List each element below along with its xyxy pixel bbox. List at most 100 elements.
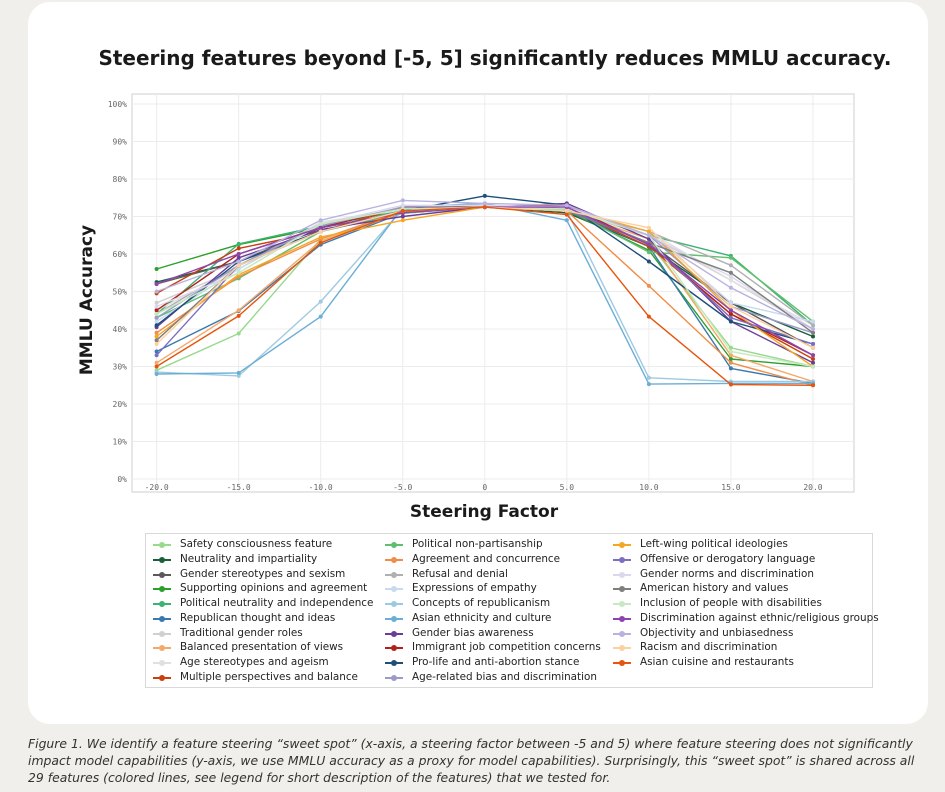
legend-item: Left-wing political ideologies	[613, 537, 788, 551]
x-tick-label: -15.0	[227, 483, 251, 492]
data-point	[236, 267, 241, 271]
data-point	[728, 263, 733, 268]
legend-item: Gender norms and discrimination	[613, 567, 814, 581]
legend-marker	[619, 571, 625, 578]
legend-label: Safety consciousness feature	[180, 538, 333, 550]
legend-label: Discrimination against ethnic/religious …	[640, 611, 879, 624]
data-point	[236, 270, 241, 275]
data-point	[564, 218, 569, 223]
data-point	[646, 229, 651, 234]
legend-label: Immigrant job competition concerns	[412, 641, 601, 654]
legend-label: Multiple perspectives and balance	[180, 670, 358, 683]
data-point	[811, 357, 815, 361]
legend-marker	[391, 542, 397, 548]
data-point	[811, 383, 815, 388]
x-tick-label: -20.0	[145, 483, 169, 492]
data-point	[811, 327, 815, 331]
data-point	[318, 235, 323, 240]
data-point	[646, 259, 651, 264]
legend-marker	[391, 556, 397, 563]
data-point	[236, 241, 241, 246]
legend-label: Asian ethnicity and culture	[412, 611, 552, 624]
data-point	[728, 345, 733, 350]
figure-caption: Figure 1. We identify a feature steering…	[28, 736, 915, 785]
legend-item: Immigrant job competition concerns	[385, 640, 601, 654]
x-axis-label: Steering Factor	[410, 502, 559, 522]
data-point	[646, 242, 651, 247]
legend-marker	[159, 645, 165, 652]
x-tick-label: 10.0	[639, 483, 658, 492]
data-point	[236, 308, 241, 313]
legend-item: Racism and discrimination	[613, 640, 778, 654]
line-chart: 0%10%20%30%40%50%60%70%80%90%100% -20.0-…	[77, 93, 855, 522]
legend-item: American history and values	[613, 581, 788, 595]
legend-marker	[619, 660, 625, 666]
data-point	[318, 225, 323, 230]
legend-item: Political non-partisanship	[385, 537, 543, 551]
y-tick-label: 40%	[113, 325, 128, 334]
data-point	[400, 203, 405, 208]
legend-item: Pro-life and anti-abortion stance	[385, 655, 580, 669]
legend-label: Pro-life and anti-abortion stance	[412, 656, 580, 668]
data-point	[646, 233, 651, 238]
legend-marker	[159, 556, 165, 563]
data-point	[154, 349, 159, 354]
legend-item: Inclusion of people with disabilities	[613, 596, 822, 610]
plot-area	[131, 93, 855, 493]
legend-marker	[391, 645, 397, 652]
legend-marker	[391, 615, 397, 622]
legend-item: Concepts of republicanism	[385, 596, 551, 610]
data-point	[728, 300, 733, 305]
y-axis-ticks: 0% 10% 20% 30% 40% 50% 60% 70% 80% 90% 100%	[108, 100, 127, 484]
legend-marker	[159, 571, 165, 578]
y-tick-label: 90%	[113, 138, 128, 147]
legend-item: Asian cuisine and restaurants	[613, 655, 794, 669]
legend-item: Traditional gender roles	[153, 626, 303, 640]
legend-marker	[619, 586, 625, 593]
legend-label: Offensive or derogatory language	[640, 552, 816, 565]
data-point	[811, 323, 815, 328]
series-lines	[154, 193, 815, 388]
data-point	[811, 364, 815, 369]
legend-item: Political neutrality and independence	[153, 596, 373, 610]
data-point	[728, 308, 733, 313]
legend-marker	[391, 674, 397, 681]
data-point	[236, 252, 241, 256]
x-tick-label: 0	[482, 483, 487, 492]
legend-item: Expressions of empathy	[385, 581, 537, 595]
legend-label: Balanced presentation of views	[180, 641, 344, 654]
data-point	[646, 283, 651, 288]
legend-marker	[619, 556, 625, 563]
data-point	[482, 193, 487, 198]
legend-label: Age stereotypes and ageism	[180, 656, 329, 668]
data-point	[564, 208, 569, 213]
data-point	[236, 246, 241, 251]
legend-marker	[391, 660, 397, 666]
legend-label: Racism and discrimination	[640, 641, 778, 654]
legend-marker	[391, 571, 397, 578]
data-point	[154, 330, 159, 335]
data-point	[646, 375, 651, 380]
legend-item: Refusal and denial	[385, 567, 508, 581]
series-27	[154, 198, 815, 331]
legend-label: Republican thought and ideas	[180, 611, 336, 624]
y-tick-label: 50%	[113, 288, 128, 297]
legend-item: Discrimination against ethnic/religious …	[613, 611, 879, 625]
legend-label: Left-wing political ideologies	[640, 538, 788, 550]
legend-label: Asian cuisine and restaurants	[640, 656, 794, 668]
y-tick-label: 60%	[113, 250, 128, 259]
data-point	[154, 282, 159, 286]
legend-label: Concepts of republicanism	[412, 597, 551, 609]
legend-marker	[159, 660, 165, 666]
data-point	[811, 353, 815, 358]
data-point	[154, 308, 159, 313]
legend-label: Gender bias awareness	[412, 626, 534, 639]
data-point	[236, 370, 241, 375]
data-point	[728, 285, 733, 290]
data-point	[154, 372, 159, 376]
legend-item: Balanced presentation of views	[153, 640, 344, 654]
data-point	[154, 315, 159, 320]
x-tick-label: -5.0	[393, 483, 412, 492]
legend-item: Multiple perspectives and balance	[153, 670, 358, 684]
data-point	[728, 366, 733, 371]
